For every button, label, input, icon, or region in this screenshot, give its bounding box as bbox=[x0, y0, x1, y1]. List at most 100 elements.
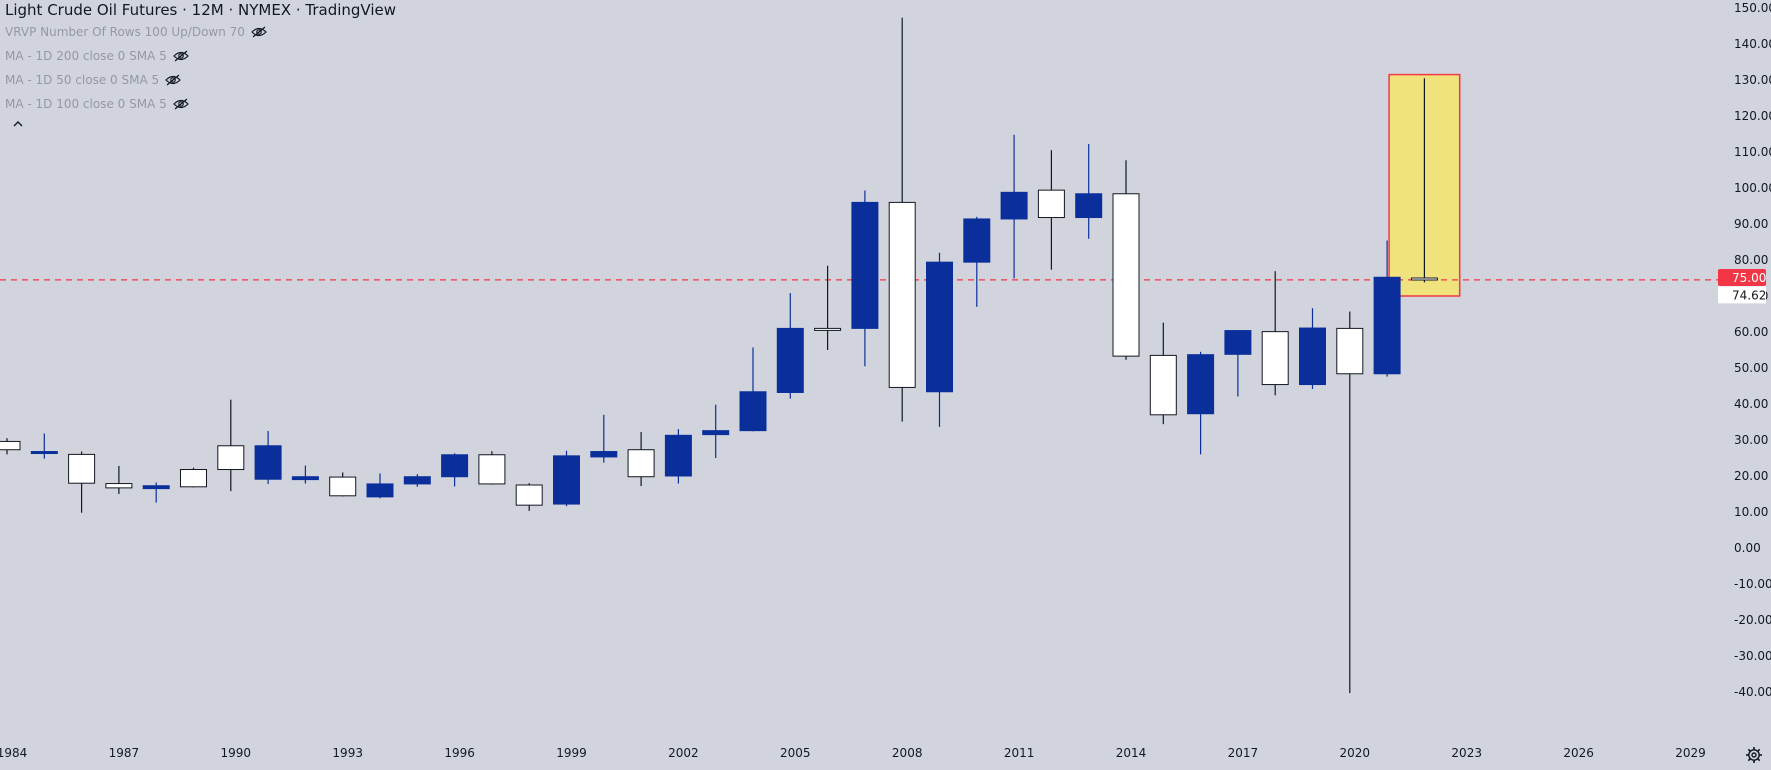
time-axis-tick-label: 1984 bbox=[0, 746, 27, 760]
eye-hidden-icon[interactable] bbox=[172, 98, 189, 110]
time-axis[interactable]: 1984 1987 1990 1993 1996 1999 2002 2005 2008 2011… bbox=[0, 746, 1706, 760]
price-axis-tick-label: -30.00 bbox=[1734, 649, 1771, 663]
candle[interactable] bbox=[627, 432, 655, 487]
time-axis-tick-label: 2020 bbox=[1340, 746, 1371, 760]
candle-body bbox=[627, 449, 655, 478]
indicator-label: MA - 1D 100 close 0 SMA 5 bbox=[5, 97, 167, 111]
candle[interactable] bbox=[478, 451, 506, 485]
price-axis-tick-label: 50.00 bbox=[1734, 361, 1768, 375]
candle[interactable] bbox=[217, 399, 245, 492]
candle[interactable] bbox=[553, 450, 580, 507]
candle[interactable] bbox=[105, 465, 133, 494]
candle-body bbox=[403, 476, 431, 485]
candles-layer bbox=[0, 17, 1438, 694]
candle[interactable] bbox=[739, 347, 767, 432]
candle[interactable] bbox=[664, 429, 692, 484]
candle[interactable] bbox=[515, 483, 543, 511]
candle-body bbox=[105, 483, 133, 489]
price-axis-tick-label: 10.00 bbox=[1734, 505, 1768, 519]
candle[interactable] bbox=[1037, 150, 1065, 270]
candle[interactable] bbox=[1336, 311, 1364, 694]
candle[interactable] bbox=[814, 265, 842, 350]
candle[interactable] bbox=[1075, 144, 1103, 239]
candle-body bbox=[478, 454, 506, 485]
candle[interactable] bbox=[366, 473, 394, 499]
candle[interactable] bbox=[68, 451, 96, 513]
indicator-ma-100[interactable]: MA - 1D 100 close 0 SMA 5 bbox=[5, 92, 396, 116]
candle[interactable] bbox=[1373, 240, 1401, 377]
candle[interactable] bbox=[1299, 308, 1326, 389]
candle[interactable] bbox=[441, 453, 469, 487]
candle[interactable] bbox=[291, 465, 319, 484]
candle[interactable] bbox=[180, 467, 207, 488]
time-axis-tick-label: 1996 bbox=[444, 746, 475, 760]
candle[interactable] bbox=[776, 293, 804, 399]
eye-hidden-icon[interactable] bbox=[172, 50, 189, 62]
candle-body bbox=[926, 261, 953, 393]
candle[interactable] bbox=[1000, 134, 1028, 279]
candle[interactable] bbox=[403, 474, 431, 487]
price-axis[interactable]: 150.00 140.00 130.00 120.00 110.00 100.00 90.0… bbox=[1718, 1, 1771, 699]
candle-body bbox=[329, 476, 357, 497]
candle[interactable] bbox=[926, 252, 953, 428]
candle[interactable] bbox=[142, 482, 170, 503]
candle-body bbox=[142, 485, 170, 490]
candle[interactable] bbox=[30, 433, 58, 459]
price-tag bbox=[1718, 269, 1766, 286]
time-axis-tick-label: 2029 bbox=[1675, 746, 1706, 760]
price-axis-tick-label: 60.00 bbox=[1734, 325, 1768, 339]
candle[interactable] bbox=[254, 431, 282, 484]
candle-body bbox=[1410, 277, 1438, 281]
indicator-vrvp[interactable]: VRVP Number Of Rows 100 Up/Down 70 bbox=[5, 20, 396, 44]
indicator-label: MA - 1D 200 close 0 SMA 5 bbox=[5, 49, 167, 63]
candle[interactable] bbox=[702, 404, 730, 458]
candle-body bbox=[776, 327, 804, 393]
candle[interactable] bbox=[963, 216, 991, 307]
price-axis-tick-label: -10.00 bbox=[1734, 577, 1771, 591]
candle-body bbox=[366, 483, 394, 498]
price-axis-tick-label: -20.00 bbox=[1734, 613, 1771, 627]
candle[interactable] bbox=[1112, 160, 1140, 360]
price-axis-tick-label: 100.00 bbox=[1734, 181, 1771, 195]
candle[interactable] bbox=[1261, 271, 1289, 396]
candle-body bbox=[590, 451, 618, 458]
candle-body bbox=[1112, 193, 1140, 357]
candle-body bbox=[30, 451, 58, 455]
candle-body bbox=[1261, 331, 1289, 386]
candle[interactable] bbox=[1149, 322, 1177, 425]
candle[interactable] bbox=[1224, 330, 1252, 397]
candle[interactable] bbox=[0, 438, 21, 455]
price-axis-tick-label: -40.00 bbox=[1734, 685, 1771, 699]
time-axis-tick-label: 2017 bbox=[1228, 746, 1259, 760]
time-axis-tick-label: 1990 bbox=[221, 746, 252, 760]
indicator-ma-50[interactable]: MA - 1D 50 close 0 SMA 5 bbox=[5, 68, 396, 92]
price-axis-tick-label: 150.00 bbox=[1734, 1, 1771, 15]
candle[interactable] bbox=[1187, 351, 1215, 455]
indicator-ma-200[interactable]: MA - 1D 200 close 0 SMA 5 bbox=[5, 44, 396, 68]
price-axis-tick-label: 120.00 bbox=[1734, 109, 1771, 123]
chevron-up-icon[interactable] bbox=[12, 118, 24, 130]
time-axis-tick-label: 2023 bbox=[1451, 746, 1482, 760]
eye-hidden-icon[interactable] bbox=[165, 74, 181, 86]
candle-body bbox=[68, 453, 96, 484]
time-axis-tick-label: 2005 bbox=[780, 746, 811, 760]
indicator-label: MA - 1D 50 close 0 SMA 5 bbox=[5, 73, 160, 87]
gear-icon[interactable] bbox=[1745, 746, 1763, 764]
candle[interactable] bbox=[851, 190, 879, 367]
candle-body bbox=[851, 201, 879, 329]
time-axis-tick-label: 2014 bbox=[1116, 746, 1147, 760]
candle-body bbox=[441, 454, 469, 478]
candle[interactable] bbox=[1410, 78, 1438, 283]
time-axis-tick-label: 2008 bbox=[892, 746, 923, 760]
price-axis-tick-label: 90.00 bbox=[1734, 217, 1768, 231]
time-axis-tick-label: 1999 bbox=[556, 746, 587, 760]
eye-hidden-icon[interactable] bbox=[251, 26, 267, 38]
candle[interactable] bbox=[888, 17, 916, 422]
candle-body bbox=[888, 201, 916, 388]
price-tag-label: 75.00 bbox=[1732, 271, 1766, 285]
candle[interactable] bbox=[329, 472, 357, 497]
price-axis-tick-label: 130.00 bbox=[1734, 73, 1771, 87]
candle[interactable] bbox=[590, 414, 618, 463]
candle-body bbox=[0, 440, 21, 451]
